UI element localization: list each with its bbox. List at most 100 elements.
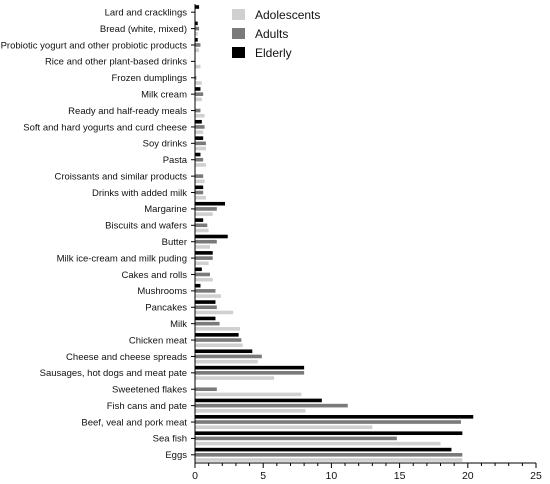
category-label: Milk ice-cream and milk puding [57, 253, 187, 264]
x-tick-label: 5 [260, 470, 266, 482]
bar-adults-bread-white-mixed [195, 26, 200, 31]
bar-adolescents-sweetened-flakes [195, 392, 302, 397]
bar-adolescents-frozen-dumplings [195, 81, 202, 85]
bar-adults-cheese-and-cheese-spreads [195, 354, 262, 359]
bar-elderly-drinks-with-added-milk [195, 185, 204, 190]
bar-adults-frozen-dumplings [195, 75, 197, 80]
bar-adolescents-sea-fish [195, 441, 441, 446]
bar-adolescents-drinks-with-added-milk [195, 195, 206, 200]
bar-adolescents-rice-and-other-plant-based-drinks [195, 64, 201, 69]
category-label: Drinks with added milk [92, 188, 187, 199]
bar-elderly-mushrooms [195, 283, 201, 288]
bar-adults-milk-ice-cream-and-milk-puding [195, 256, 213, 260]
x-tick-label: 25 [530, 470, 542, 482]
bar-elderly-pancakes [195, 300, 216, 304]
category-label: Pancakes [145, 303, 187, 314]
bar-adolescents-cakes-and-rolls [195, 277, 213, 282]
bar-elderly-probiotic-yogurt-and-other-probiotic-products [195, 37, 198, 42]
category-label: Butter [162, 237, 187, 248]
legend-label-adults: Adults [255, 27, 288, 41]
legend-label-adolescents: Adolescents [255, 8, 320, 22]
bar-adults-pancakes [195, 305, 217, 310]
bar-elderly-butter [195, 234, 228, 239]
category-label: Croissants and similar products [54, 171, 187, 182]
bar-elderly-soft-and-hard-yogurts-and-curd-cheese [195, 119, 202, 124]
bar-adolescents-cheese-and-cheese-spreads [195, 359, 258, 364]
category-label: Margarine [144, 204, 187, 215]
bar-adolescents-fish-cans-and-pate [195, 409, 306, 413]
bar-adults-pasta [195, 157, 204, 162]
bar-adults-cakes-and-rolls [195, 272, 210, 277]
bar-elderly-cakes-and-rolls [195, 267, 202, 272]
category-label: Milk cream [141, 89, 187, 100]
bar-adolescents-sausages-hot-dogs-and-meat-pate [195, 376, 275, 380]
category-label: Chicken meat [129, 335, 187, 346]
category-label: Biscuits and wafers [105, 221, 187, 232]
bar-adolescents-milk-ice-cream-and-milk-puding [195, 261, 209, 266]
bar-elderly-sausages-hot-dogs-and-meat-pate [195, 365, 305, 370]
bar-adults-soft-and-hard-yogurts-and-curd-cheese [195, 125, 205, 129]
bar-adults-croissants-and-similar-products [195, 174, 204, 178]
category-label: Mushrooms [137, 286, 187, 297]
bar-adolescents-eggs [195, 458, 463, 462]
bar-adolescents-biscuits-and-wafers [195, 228, 209, 233]
category-label: Frozen dumplings [111, 73, 187, 84]
category-label: Pasta [163, 155, 188, 166]
bar-adolescents-bread-white-mixed [195, 31, 198, 36]
bar-elderly-sea-fish [195, 431, 463, 436]
bar-adolescents-milk-cream [195, 97, 202, 102]
bar-adults-sweetened-flakes [195, 387, 217, 392]
category-label: Fish cans and pate [107, 401, 187, 412]
bar-adolescents-butter [195, 245, 210, 249]
bar-adults-mushrooms [195, 289, 216, 293]
legend: Adolescents Adults Elderly [232, 8, 320, 60]
bar-adults-butter [195, 239, 217, 244]
category-label: Probiotic yogurt and other probiotic pro… [1, 40, 188, 51]
category-label: Soy drinks [143, 139, 188, 150]
category-label: Ready and half-ready meals [68, 106, 187, 117]
category-label: Lard and cracklings [105, 8, 188, 19]
category-label: Sea fish [153, 434, 187, 445]
bar-adults-chicken-meat [195, 338, 242, 342]
bar-adolescents-soft-and-hard-yogurts-and-curd-cheese [195, 130, 204, 134]
bar-adults-sausages-hot-dogs-and-meat-pate [195, 371, 305, 375]
category-label: Rice and other plant-based drinks [45, 57, 187, 68]
bar-elderly-milk-ice-cream-and-milk-puding [195, 251, 213, 255]
bar-elderly-beef-veal-and-pork-meat [195, 415, 474, 419]
bar-elderly-pasta [195, 152, 201, 157]
x-tick-label: 20 [462, 470, 474, 482]
bar-adolescents-milk [195, 327, 241, 331]
category-label: Sweetened flakes [112, 385, 187, 396]
category-label: Milk [170, 319, 187, 330]
bar-adults-biscuits-and-wafers [195, 223, 208, 228]
bar-adolescents-pasta [195, 163, 206, 167]
x-tick-label: 15 [394, 470, 406, 482]
bar-adults-sea-fish [195, 436, 397, 441]
bar-elderly-biscuits-and-wafers [195, 218, 204, 222]
bar-elderly-eggs [195, 447, 452, 452]
bar-adults-fish-cans-and-pate [195, 403, 348, 408]
bar-adolescents-soy-drinks [195, 146, 206, 151]
bar-adults-milk-cream [195, 92, 204, 96]
bar-elderly-lard-and-cracklings [195, 5, 200, 9]
bar-adults-margarine [195, 207, 217, 211]
bars-group: Lard and cracklings Bread (white, mixed) P… [1, 5, 474, 462]
category-label: Beef, veal and pork meat [81, 417, 187, 428]
bar-adolescents-chicken-meat [195, 343, 243, 348]
bar-adults-beef-veal-and-pork-meat [195, 420, 461, 424]
x-ticks-group: 0 5 10 15 20 25 [192, 463, 542, 482]
category-label: Soft and hard yogurts and curd cheese [23, 122, 187, 133]
bar-elderly-milk-cream [195, 87, 201, 91]
legend-swatch-adolescents [232, 9, 245, 20]
bar-adults-soy-drinks [195, 141, 206, 146]
bar-elderly-soy-drinks [195, 136, 204, 140]
bar-adolescents-probiotic-yogurt-and-other-probiotic-products [195, 48, 200, 52]
bar-elderly-bread-white-mixed [195, 21, 198, 26]
legend-label-elderly: Elderly [255, 46, 292, 60]
bar-elderly-milk [195, 316, 216, 321]
bar-elderly-margarine [195, 201, 226, 206]
bar-adolescents-beef-veal-and-pork-meat [195, 425, 373, 430]
category-label: Cakes and rolls [122, 270, 188, 281]
